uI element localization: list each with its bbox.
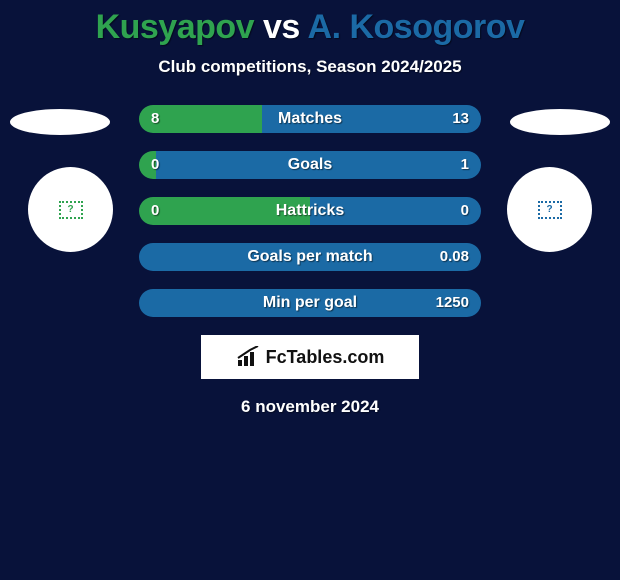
bar-label: Matches [139,105,481,133]
title-player1: Kusyapov [96,8,255,46]
brand-text: FcTables.com [266,347,385,368]
bar-label: Min per goal [139,289,481,317]
left-club-circle: ? [28,167,113,252]
page-title: Kusyapov vs A. Kosogorov [0,0,620,47]
content: ? ? 813Matches 01Goals 00Hattricks 0.08Goal… [0,105,620,417]
bar-label: Hattricks [139,197,481,225]
brand-inner: FcTables.com [236,346,385,368]
stat-bars: 813Matches 01Goals 00Hattricks 0.08Goals pe… [139,105,481,317]
title-player2: A. Kosogorov [308,8,525,46]
comparison-card: Kusyapov vs A. Kosogorov Club competitio… [0,0,620,580]
left-flag-ellipse [10,109,110,135]
subtitle: Club competitions, Season 2024/2025 [0,57,620,77]
stat-bar: 1250Min per goal [139,289,481,317]
stat-bar: 0.08Goals per match [139,243,481,271]
bar-label: Goals [139,151,481,179]
stat-bar: 813Matches [139,105,481,133]
title-vs: vs [263,8,300,46]
bar-label: Goals per match [139,243,481,271]
stat-bar: 01Goals [139,151,481,179]
left-club-placeholder-icon: ? [59,201,83,219]
right-club-placeholder-icon: ? [538,201,562,219]
date-text: 6 november 2024 [0,397,620,417]
right-club-circle: ? [507,167,592,252]
brand-chart-icon [236,346,262,368]
right-flag-ellipse [510,109,610,135]
brand-badge[interactable]: FcTables.com [201,335,419,379]
stat-bar: 00Hattricks [139,197,481,225]
